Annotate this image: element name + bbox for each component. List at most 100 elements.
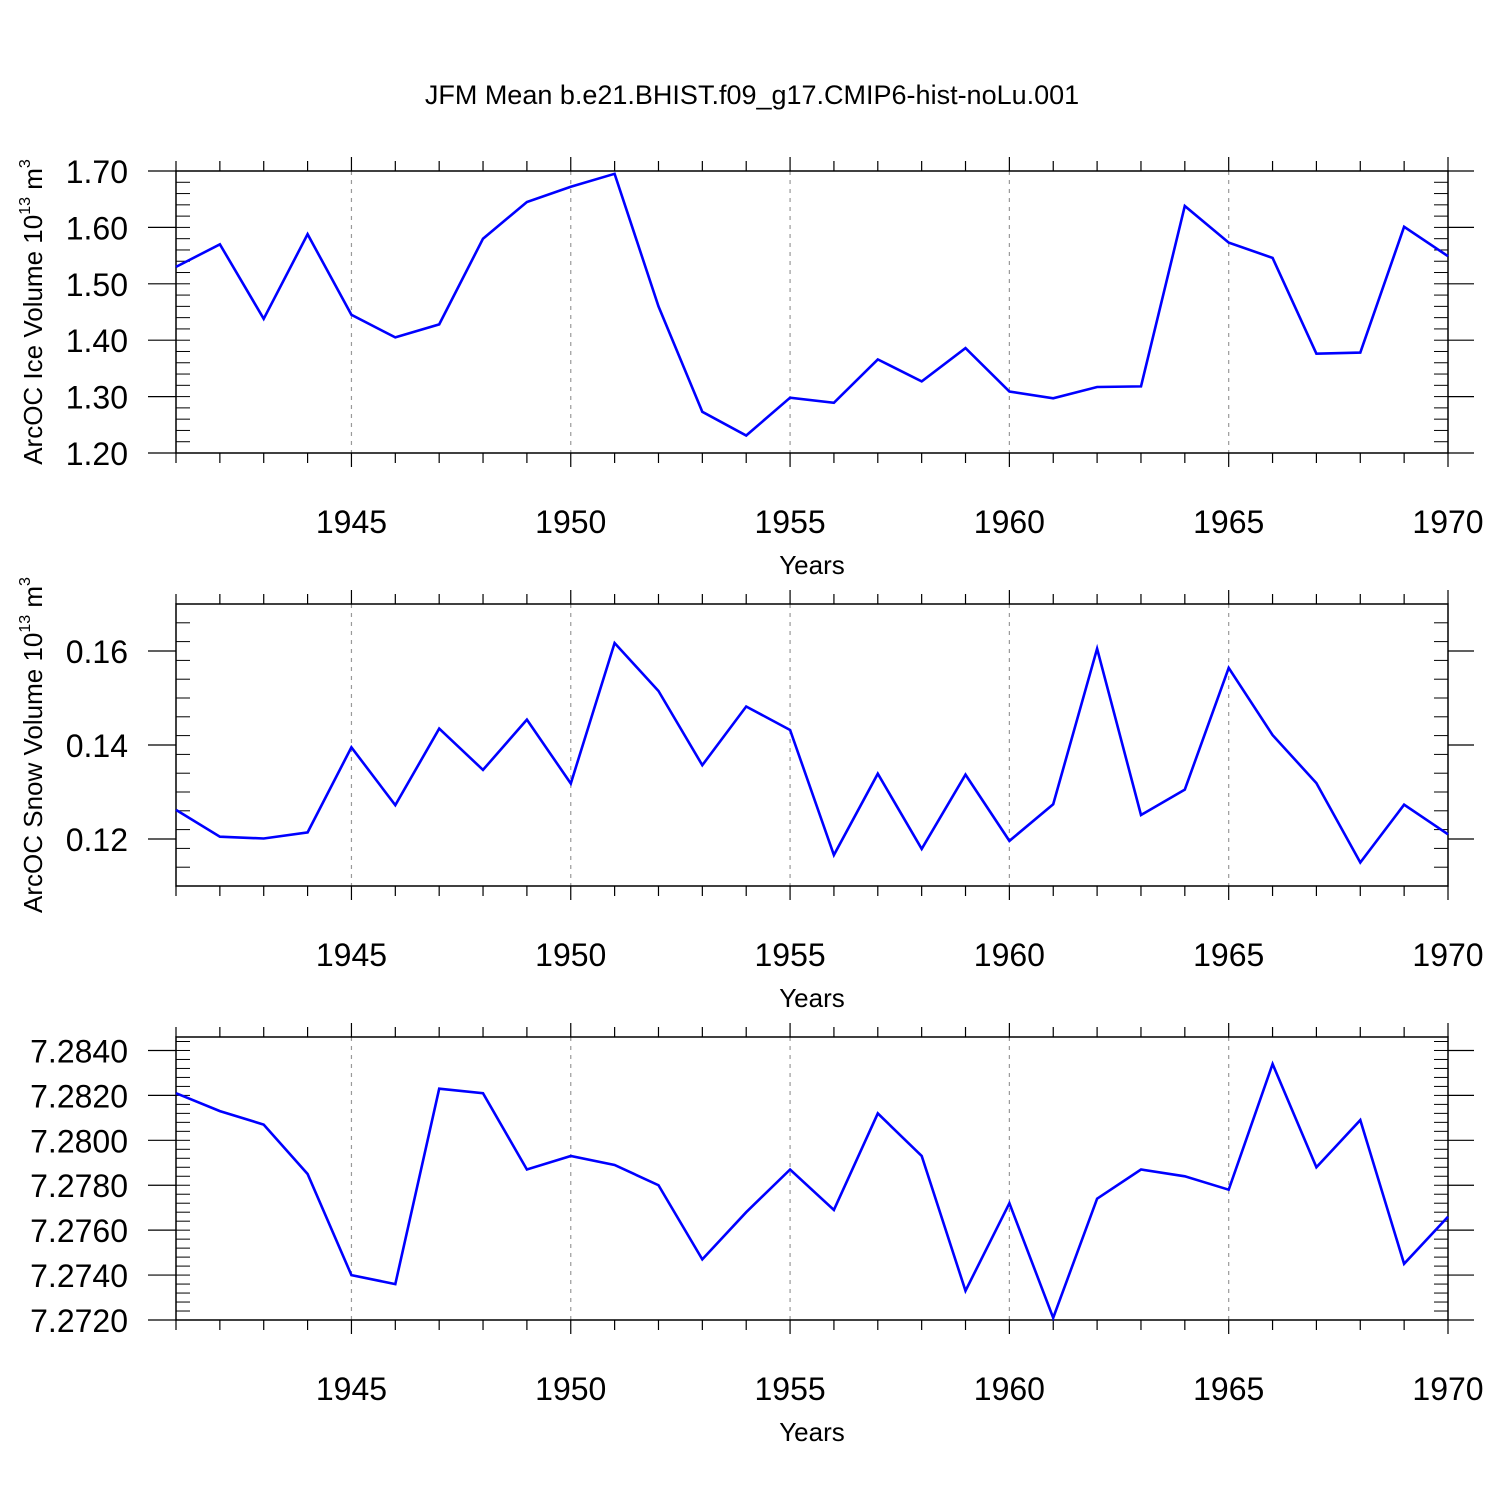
y-tick-label: 1.60 bbox=[66, 210, 128, 246]
data-point bbox=[788, 396, 792, 400]
y-tick-label: 7.2780 bbox=[30, 1168, 128, 1204]
data-point bbox=[744, 434, 748, 438]
data-point bbox=[1402, 225, 1406, 229]
data-point bbox=[349, 745, 353, 749]
data-point bbox=[306, 232, 310, 236]
y-tick-label: 1.50 bbox=[66, 267, 128, 303]
data-point bbox=[744, 704, 748, 708]
data-point bbox=[613, 641, 617, 645]
series-line bbox=[175, 1060, 1449, 1322]
data-point bbox=[1314, 352, 1318, 356]
data-point bbox=[393, 335, 397, 339]
data-point bbox=[876, 1111, 880, 1115]
chart-title: JFM Mean b.e21.BHIST.f09_g17.CMIP6-hist-… bbox=[425, 80, 1079, 110]
data-point bbox=[569, 1154, 573, 1158]
data-point bbox=[1402, 1262, 1406, 1266]
y-tick-label: 7.2740 bbox=[30, 1258, 128, 1294]
x-tick-label: 1965 bbox=[1193, 504, 1264, 540]
data-point bbox=[437, 1087, 441, 1091]
x-axis-title: Years bbox=[779, 983, 845, 1013]
data-point bbox=[174, 808, 178, 812]
x-tick-label: 1955 bbox=[754, 1371, 825, 1407]
x-tick-label: 1970 bbox=[1412, 1371, 1483, 1407]
data-point bbox=[920, 847, 924, 851]
chart-panel-2: 0.12 0.14 0.16 1945 1950 1955 1960 1965 1970 Year… bbox=[17, 577, 1484, 1013]
data-point bbox=[306, 830, 310, 834]
chart-panel-3: 7.2720 7.2740 7.2760 7.2780 7.2800 7.2820 7.28… bbox=[30, 1023, 1484, 1447]
data-point bbox=[1358, 351, 1362, 355]
data-point bbox=[569, 782, 573, 786]
data-point bbox=[306, 1172, 310, 1176]
data-point bbox=[262, 1123, 266, 1127]
x-tick-label: 1960 bbox=[974, 504, 1045, 540]
data-point bbox=[1007, 1201, 1011, 1205]
data-point bbox=[1446, 254, 1450, 258]
data-point bbox=[1051, 396, 1055, 400]
data-point bbox=[832, 853, 836, 857]
data-point bbox=[964, 346, 968, 350]
x-tick-label: 1950 bbox=[535, 1371, 606, 1407]
data-point bbox=[920, 379, 924, 383]
x-tick-label: 1955 bbox=[754, 504, 825, 540]
plot-frame bbox=[175, 603, 1449, 887]
x-axis-title: Years bbox=[779, 1417, 845, 1447]
data-point bbox=[1095, 1197, 1099, 1201]
data-point bbox=[1358, 1118, 1362, 1122]
x-tick-label: 1955 bbox=[754, 937, 825, 973]
y-tick-label: 1.40 bbox=[66, 323, 128, 359]
y-tick-label: 1.70 bbox=[66, 154, 128, 190]
data-point bbox=[613, 172, 617, 176]
data-point bbox=[832, 1208, 836, 1212]
y-tick-label: 7.2840 bbox=[30, 1033, 128, 1069]
x-tick-label: 1970 bbox=[1412, 937, 1483, 973]
plot-frame bbox=[175, 1036, 1449, 1321]
data-point bbox=[1402, 803, 1406, 807]
x-tick-label: 1960 bbox=[974, 937, 1045, 973]
data-point bbox=[744, 1210, 748, 1214]
data-point bbox=[481, 1091, 485, 1095]
data-point bbox=[218, 1109, 222, 1113]
y-axis-title: ArcOC Snow Volume 1013 m3 bbox=[17, 577, 48, 913]
data-point bbox=[481, 768, 485, 772]
y-tick-label: 0.16 bbox=[66, 634, 128, 670]
data-point bbox=[481, 237, 485, 241]
x-axis-title: Years bbox=[779, 550, 845, 580]
data-point bbox=[1314, 1165, 1318, 1169]
x-tick-label: 1950 bbox=[535, 937, 606, 973]
data-point bbox=[1139, 813, 1143, 817]
data-point bbox=[613, 1163, 617, 1167]
data-point bbox=[1095, 385, 1099, 389]
x-tick-label: 1960 bbox=[974, 1371, 1045, 1407]
data-point bbox=[437, 322, 441, 326]
y-tick-label: 1.30 bbox=[66, 380, 128, 416]
data-point bbox=[1271, 256, 1275, 260]
data-point bbox=[1227, 1188, 1231, 1192]
data-point bbox=[1227, 666, 1231, 670]
y-tick-label: 7.2820 bbox=[30, 1078, 128, 1114]
x-tick-label: 1965 bbox=[1193, 1371, 1264, 1407]
data-point bbox=[1139, 1168, 1143, 1172]
data-point bbox=[656, 304, 660, 308]
data-point bbox=[349, 1273, 353, 1277]
data-point bbox=[393, 803, 397, 807]
data-point bbox=[1139, 384, 1143, 388]
data-point bbox=[656, 1183, 660, 1187]
data-point bbox=[1314, 781, 1318, 785]
series-line bbox=[175, 640, 1449, 865]
data-point bbox=[876, 357, 880, 361]
data-point bbox=[1183, 204, 1187, 208]
x-tick-label: 1945 bbox=[316, 1371, 387, 1407]
data-point bbox=[1007, 390, 1011, 394]
data-point bbox=[525, 200, 529, 204]
data-point bbox=[218, 835, 222, 839]
data-point bbox=[1007, 839, 1011, 843]
data-point bbox=[964, 1289, 968, 1293]
data-point bbox=[788, 1168, 792, 1172]
data-point bbox=[437, 727, 441, 731]
data-point bbox=[525, 1168, 529, 1172]
data-point bbox=[700, 410, 704, 414]
data-point bbox=[1051, 802, 1055, 806]
data-point bbox=[1446, 832, 1450, 836]
x-tick-label: 1945 bbox=[316, 937, 387, 973]
data-point bbox=[1271, 733, 1275, 737]
